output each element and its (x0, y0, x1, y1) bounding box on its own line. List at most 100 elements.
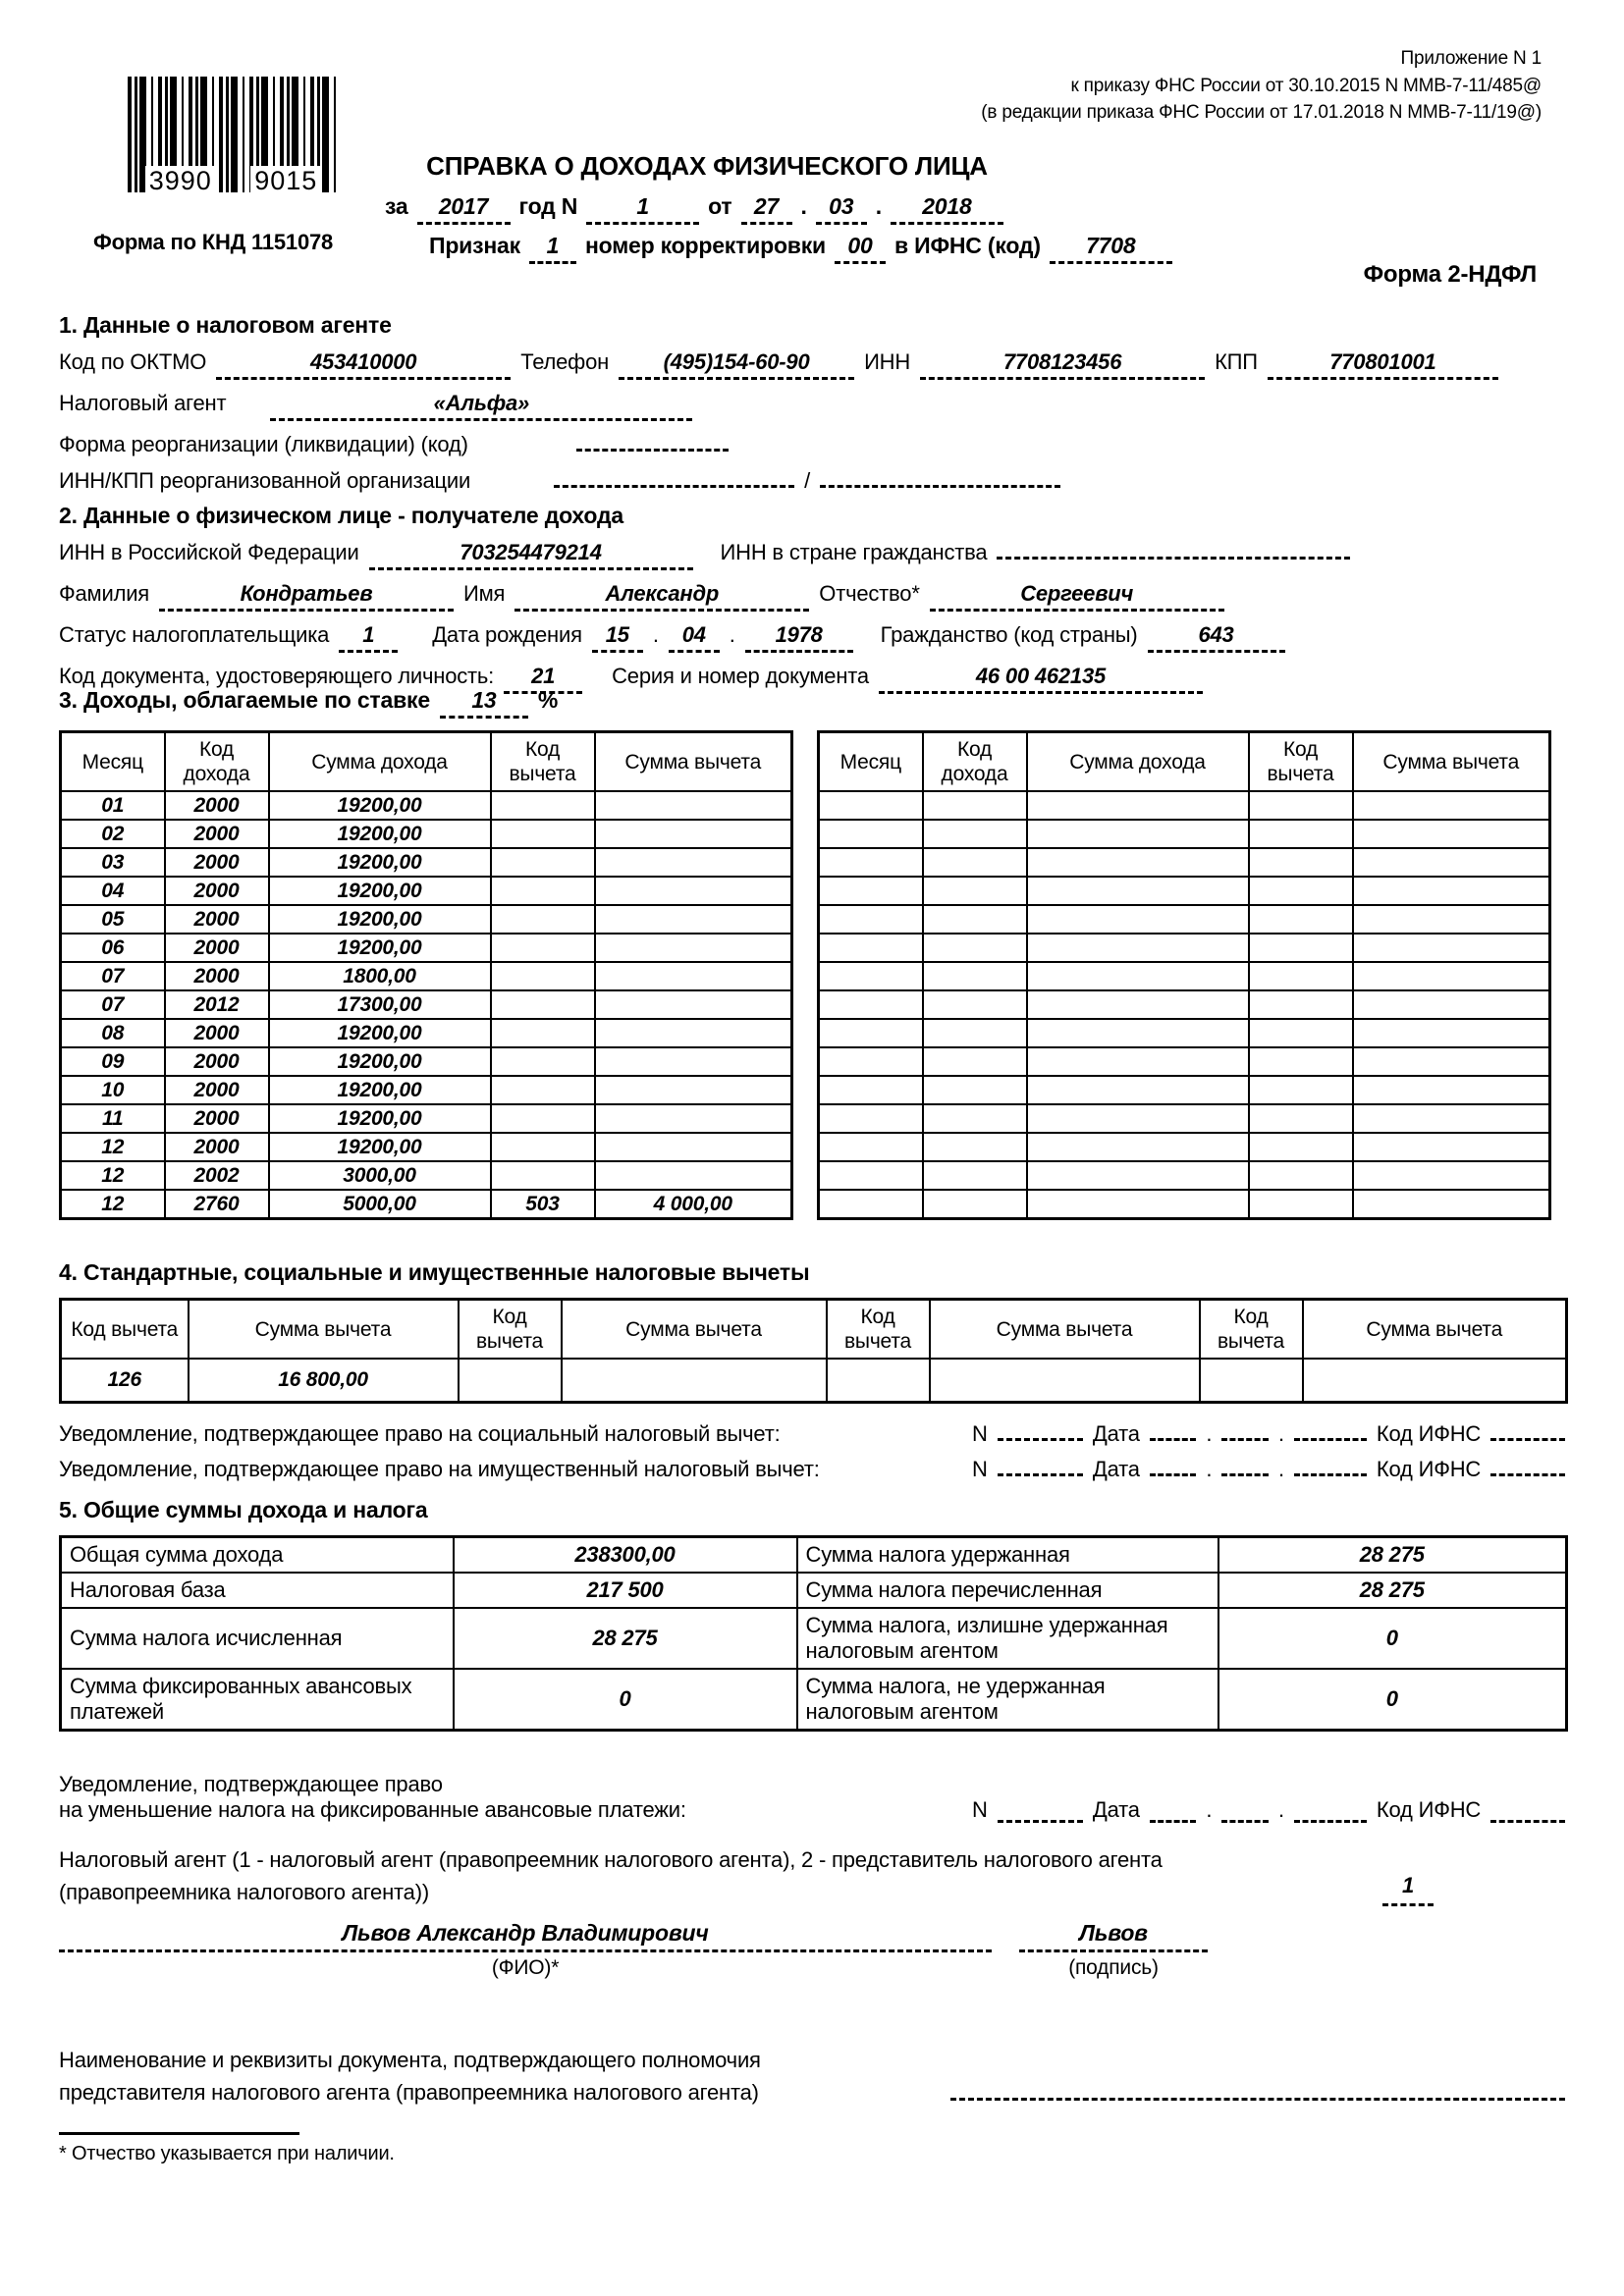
income-sum-cell (1025, 1046, 1250, 1078)
barcode: 3990 9015 (128, 77, 339, 196)
notice-number-field (997, 1818, 1083, 1823)
month-cell: 12 (59, 1160, 166, 1192)
percent-sign: % (537, 687, 559, 713)
month-cell: 07 (59, 961, 166, 992)
reorg-code-field (575, 447, 729, 452)
deduct-code-cell (1247, 1103, 1354, 1135)
sign-value: Львов (1019, 1920, 1208, 1952)
income-row: 07 2012 17300,00 (59, 989, 793, 1021)
deduct-code-cell (489, 1103, 596, 1135)
knd-form-label: Форма по КНД 1151078 (93, 230, 334, 254)
deduct-code-cell (489, 961, 596, 992)
income-sum-cell (1025, 1018, 1250, 1049)
income-row: 02 2000 19200,00 (59, 819, 793, 850)
month-cell: 05 (59, 904, 166, 935)
total-label-cell: Сумма фиксированных авансовых платежей (59, 1668, 455, 1732)
tax-rate-field: 13 (439, 687, 528, 719)
income-sum-cell (1025, 1160, 1250, 1192)
authority-line2: представителя налогового агента (правопр… (59, 2080, 759, 2105)
income-row-empty (817, 1189, 1551, 1220)
income-code-cell (921, 904, 1028, 935)
month-cell (817, 904, 924, 935)
totals-row: Сумма налога исчисленная 28 275 Сумма на… (59, 1607, 1568, 1670)
income-code-cell (921, 1075, 1028, 1106)
income-sum-cell (1025, 1189, 1250, 1220)
income-row: 12 2002 3000,00 (59, 1160, 793, 1192)
deduct-sum-cell (928, 1358, 1201, 1404)
col-deduct-sum: Сумма вычета (928, 1298, 1201, 1361)
income-code-cell (921, 790, 1028, 822)
oktmo-row: Код по ОКТМО 453410000 Телефон (495)154-… (59, 349, 1565, 380)
income-sum-cell (1025, 1075, 1250, 1106)
n-label: N (972, 1797, 988, 1822)
advance-notice-label: Уведомление, подтверждающее право на уме… (59, 1772, 962, 1823)
deduct-sum-cell (1351, 1046, 1551, 1078)
date-day-field: 27 (740, 193, 792, 225)
income-code-cell: 2002 (163, 1160, 270, 1192)
income-code-cell (921, 1103, 1028, 1135)
income-header-row: Месяц Код дохода Сумма дохода Код вычета… (59, 730, 793, 793)
col-month: Месяц (817, 730, 924, 793)
income-row: 01 2000 19200,00 (59, 790, 793, 822)
col-income-sum: Сумма дохода (1025, 730, 1250, 793)
deduct-code-cell (489, 1018, 596, 1049)
notice-ifns-field (1490, 1436, 1565, 1442)
deduct-code-cell (457, 1358, 563, 1404)
status-label: Статус налогоплательщика (59, 622, 330, 647)
barcode-digits-right: 9015 (250, 166, 322, 196)
date-month-field: 03 (815, 193, 867, 225)
income-row-empty (817, 904, 1551, 935)
kpp-label: КПП (1215, 349, 1258, 374)
header-year-line: за 2017 год N 1 от 27 . 03 . 2018 (385, 193, 1003, 225)
col-deduct-code: Код вычета (59, 1298, 189, 1361)
section4-title: 4. Стандартные, социальные и имущественн… (59, 1259, 810, 1285)
deduct-code-cell (489, 847, 596, 879)
deduct-code-cell (489, 819, 596, 850)
section1-title: 1. Данные о налоговом агенте (59, 312, 392, 338)
total-value-cell: 0 (1217, 1607, 1568, 1670)
deduct-sum-cell (593, 1018, 793, 1049)
kpp-field: 770801001 (1267, 349, 1498, 380)
reorg-inn-kpp-row: ИНН/КПП реорганизованной организации / (59, 468, 1565, 494)
deduct-code-cell (489, 876, 596, 907)
footnote-text: * Отчество указывается при наличии. (59, 2143, 395, 2164)
deduct-code-cell (1247, 847, 1354, 879)
notice-day-field (1149, 1471, 1197, 1477)
total-value-cell: 217 500 (452, 1572, 798, 1609)
month-cell (817, 1160, 924, 1192)
date-label: Дата (1092, 1421, 1140, 1447)
income-sum-cell: 19200,00 (267, 790, 492, 822)
advance-notice-row: Уведомление, подтверждающее право на уме… (59, 1772, 1565, 1823)
social-notice-row: Уведомление, подтверждающее право на соц… (59, 1421, 1565, 1447)
document-row: Код документа, удостоверяющего личность:… (59, 664, 1565, 694)
deduct-sum-cell (1351, 847, 1551, 879)
advance-notice-block: Уведомление, подтверждающее право на уме… (59, 1772, 1565, 1823)
deduct-sum-cell (1351, 933, 1551, 964)
income-code-cell: 2000 (163, 1075, 270, 1106)
income-code-cell (921, 961, 1028, 992)
doc-series-field: 46 00 462135 (878, 664, 1203, 694)
income-code-cell (921, 1018, 1028, 1049)
income-code-cell: 2760 (163, 1189, 270, 1220)
authority-line1: Наименование и реквизиты документа, подт… (59, 2048, 761, 2072)
deductions-table: Код вычета Сумма вычета Код вычета Сумма… (59, 1298, 1568, 1405)
patronymic-label: Отчество* (819, 581, 920, 606)
doc-code-field: 21 (504, 664, 583, 694)
month-cell: 08 (59, 1018, 166, 1049)
deduct-sum-cell (1351, 819, 1551, 850)
document-title: СПРАВКА О ДОХОДАХ ФИЗИЧЕСКОГО ЛИЦА (426, 151, 988, 181)
notice-month-field (1221, 1818, 1269, 1823)
section2-title: 2. Данные о физическом лице - получателе… (59, 503, 623, 528)
citizenship-field: 643 (1147, 622, 1285, 653)
income-row-empty (817, 989, 1551, 1021)
month-cell: 11 (59, 1103, 166, 1135)
authority-block: Наименование и реквизиты документа, подт… (59, 2044, 1565, 2109)
dot-separator: . (1206, 1797, 1213, 1822)
income-code-cell (921, 847, 1028, 879)
section3-title: 3. Доходы, облагаемые по ставке (59, 687, 430, 713)
footnote-divider (59, 2132, 299, 2135)
month-cell: 03 (59, 847, 166, 879)
date-label: Дата (1092, 1457, 1140, 1482)
notice-month-field (1221, 1471, 1269, 1477)
deduct-code-cell (1247, 819, 1354, 850)
